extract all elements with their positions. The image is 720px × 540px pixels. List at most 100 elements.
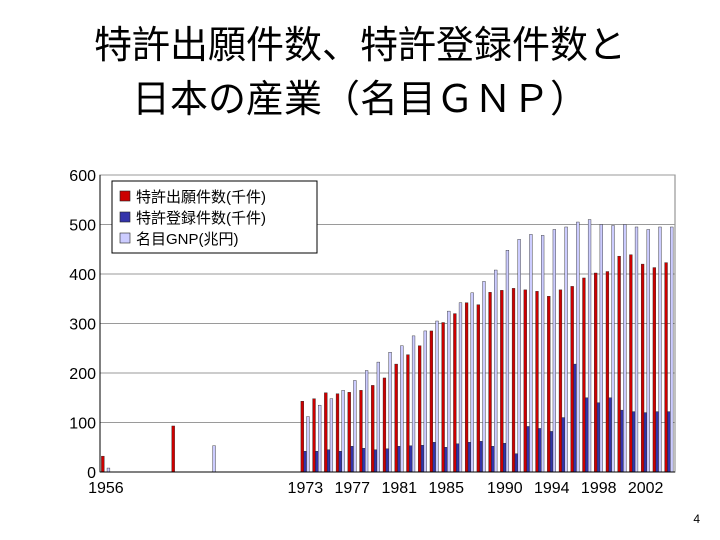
bar-applications <box>359 390 363 473</box>
bar-registrations <box>596 402 601 473</box>
bar-registrations <box>561 417 565 473</box>
bar-gnp <box>388 352 392 473</box>
bar-registrations <box>326 449 331 473</box>
bar-gnp <box>482 281 486 473</box>
bar-registrations <box>585 397 589 473</box>
bar-registrations <box>514 453 518 473</box>
bar-applications <box>582 277 586 473</box>
bar-registrations <box>467 442 472 473</box>
bar-registrations <box>420 445 425 473</box>
bar-applications <box>171 425 175 473</box>
bar-applications <box>312 398 316 473</box>
x-tick-label: 1981 <box>381 480 417 497</box>
x-tick-label: 1985 <box>428 480 464 497</box>
y-tick-label: 0 <box>87 465 96 482</box>
x-tick-label: 2002 <box>628 480 664 497</box>
bar-gnp <box>341 390 345 473</box>
bar-registrations <box>303 451 307 473</box>
bar-gnp <box>611 225 615 473</box>
bar-applications <box>641 263 645 473</box>
bar-applications <box>652 267 656 473</box>
bar-applications <box>511 288 516 473</box>
bar-registrations <box>397 446 401 473</box>
page-number: 4 <box>693 512 700 526</box>
x-tick-label: 1977 <box>334 480 370 497</box>
bar-gnp <box>318 404 322 473</box>
bar-registrations <box>573 363 577 473</box>
bar-registrations <box>503 443 507 473</box>
bar-applications <box>429 330 434 473</box>
bar-gnp <box>529 234 533 473</box>
bar-registrations <box>632 411 636 473</box>
bar-registrations <box>338 451 342 473</box>
bar-registrations <box>456 443 460 473</box>
slide-title-line2: 日本の産業（名目ＧＮＰ） <box>131 77 588 121</box>
bar-registrations <box>655 411 659 473</box>
bar-gnp <box>670 226 674 473</box>
bar-applications <box>453 313 457 473</box>
bar-gnp <box>505 250 510 473</box>
y-tick-label: 200 <box>69 366 96 383</box>
bar-registrations <box>315 451 319 473</box>
bar-registrations <box>608 397 612 473</box>
legend-swatch <box>119 211 131 223</box>
bar-applications <box>488 292 492 473</box>
bar-registrations <box>667 411 671 473</box>
bar-applications <box>523 289 527 473</box>
bar-gnp <box>576 221 580 473</box>
x-tick-label: 1973 <box>288 480 324 497</box>
bar-registrations <box>432 442 436 473</box>
bar-gnp <box>329 398 334 473</box>
bar-gnp <box>411 335 416 473</box>
slide-title: 特許出願件数、特許登録件数と 日本の産業（名目ＧＮＰ） <box>0 18 720 126</box>
bar-gnp <box>435 320 439 473</box>
bar-gnp <box>658 226 662 473</box>
bar-gnp <box>458 302 463 473</box>
bar-applications <box>570 286 574 473</box>
axes: 0 100 200 300 400 500 600 1956 1973 1977 1981 1985 1… <box>69 168 675 497</box>
y-tick-label: 500 <box>69 218 96 235</box>
bar-applications <box>558 289 563 473</box>
bar-gnp <box>599 224 603 473</box>
bar-applications <box>347 392 351 473</box>
bar-gnp <box>623 224 627 473</box>
legend-swatch <box>119 190 131 202</box>
bar-registrations <box>491 446 495 473</box>
bar-registrations <box>373 449 378 473</box>
bar-applications <box>664 262 668 473</box>
bar-registrations <box>444 447 448 473</box>
bar-gnp <box>634 226 639 473</box>
bar-applications <box>406 354 410 473</box>
legend-label: 特許出願件数(千件) <box>136 189 266 206</box>
bar-applications <box>535 291 539 473</box>
bar-gnp <box>494 269 498 473</box>
bar-gnp <box>646 229 650 473</box>
bar-gnp <box>541 235 545 473</box>
bar-gnp <box>517 239 521 473</box>
bar-applications <box>371 385 375 473</box>
bar-gnp <box>353 380 357 473</box>
bar-applications <box>441 322 445 473</box>
bar-gnp <box>400 345 404 473</box>
bar-applications <box>300 401 304 473</box>
bar-registrations <box>409 445 413 473</box>
y-tick-label: 600 <box>69 168 96 185</box>
bar-gnp <box>447 310 451 473</box>
bar-applications <box>629 254 633 473</box>
legend: 特許出願件数(千件) 特許登録件数(千件) 名目GNP(兆円) <box>111 180 318 254</box>
x-tick-label: 1998 <box>581 480 617 497</box>
bar-registrations <box>362 448 366 473</box>
x-tick-label: 1990 <box>487 480 523 497</box>
bar-gnp <box>306 416 310 473</box>
bar-gnp <box>365 370 369 473</box>
y-tick-label: 400 <box>69 267 96 284</box>
bar-gnp <box>423 330 427 473</box>
bar-registrations <box>350 446 354 473</box>
bar-applications <box>335 393 340 473</box>
y-tick-label: 300 <box>69 317 96 334</box>
bar-registrations <box>620 409 624 473</box>
bar-gnp <box>587 219 592 473</box>
bar-gnp <box>564 226 568 473</box>
legend-label: 特許登録件数(千件) <box>136 210 266 227</box>
